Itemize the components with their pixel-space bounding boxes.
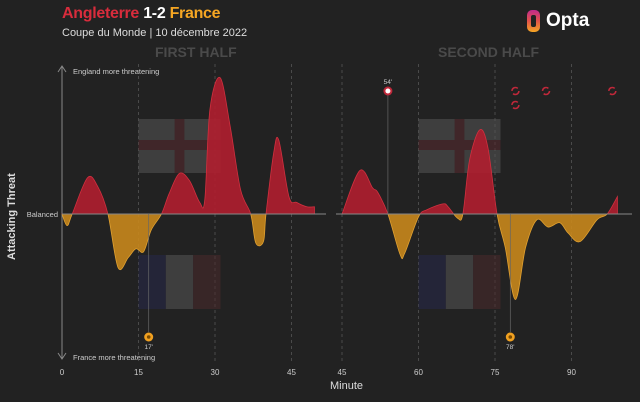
flag-white — [165, 255, 194, 309]
event-minute-label: 17' — [144, 344, 152, 351]
opta-logo-text: Opta — [546, 10, 590, 31]
x-tick-label: 30 — [211, 368, 220, 377]
flag-white — [445, 255, 474, 309]
sub-arrows — [607, 86, 617, 96]
x-tick-label: 15 — [134, 368, 143, 377]
sub-arrows — [541, 86, 551, 96]
match-subtitle: Coupe du Monde | 10 décembre 2022 — [62, 27, 248, 39]
opta-logo-icon — [527, 10, 540, 32]
france-flag — [138, 255, 221, 309]
score: 1-2 — [143, 5, 166, 22]
flag-cross-horizontal — [418, 140, 501, 150]
france-threat-area — [341, 214, 618, 300]
substitution-icon — [511, 100, 520, 110]
second-half-title: SECOND HALF — [438, 44, 540, 60]
match-title: Angleterre 1-2 France — [62, 5, 221, 23]
sub-arrows — [511, 100, 520, 110]
home-team: Angleterre — [62, 5, 140, 22]
x-tick-label: 90 — [567, 368, 576, 377]
panel-second-half: 45 60 75 90 — [336, 64, 632, 377]
france-flag — [418, 255, 501, 309]
event-minute-label: 78' — [506, 344, 514, 351]
flag-blue — [418, 255, 446, 309]
x-tick-label: 45 — [287, 368, 296, 377]
england-threat-area — [341, 129, 618, 214]
ball-pattern — [508, 335, 513, 339]
x-tick-label: 45 — [338, 368, 347, 377]
england-threat-area — [61, 77, 315, 214]
arrowheads-icon — [57, 65, 67, 360]
flag-red — [193, 255, 221, 309]
substitution-icon — [511, 86, 520, 96]
flag-red — [473, 255, 501, 309]
x-axis-label: Minute — [330, 380, 364, 392]
ball-pattern — [146, 335, 151, 339]
y-axis-label: Attacking Threat — [6, 173, 18, 260]
bottom-label: France more threatening — [73, 353, 155, 362]
flag-cross-horizontal — [138, 140, 221, 150]
away-team: France — [169, 5, 221, 22]
flag-blue — [138, 255, 166, 309]
ball-icon — [385, 88, 391, 94]
x-tick-label: 75 — [491, 368, 500, 377]
sub-arrows — [511, 86, 520, 96]
baseline-label: Balanced — [27, 210, 58, 219]
x-tick-label: 60 — [414, 368, 423, 377]
substitution-icon — [607, 86, 617, 96]
opta-logo: Opta — [527, 10, 589, 32]
top-label: England more threatening — [73, 67, 159, 76]
first-half-title: FIRST HALF — [155, 44, 237, 60]
substitution-icon — [541, 86, 551, 96]
event-minute-label: 54' — [384, 79, 392, 86]
x-tick-label: 0 — [60, 368, 65, 377]
panel-first-half: 0 15 30 45 — [60, 64, 326, 377]
